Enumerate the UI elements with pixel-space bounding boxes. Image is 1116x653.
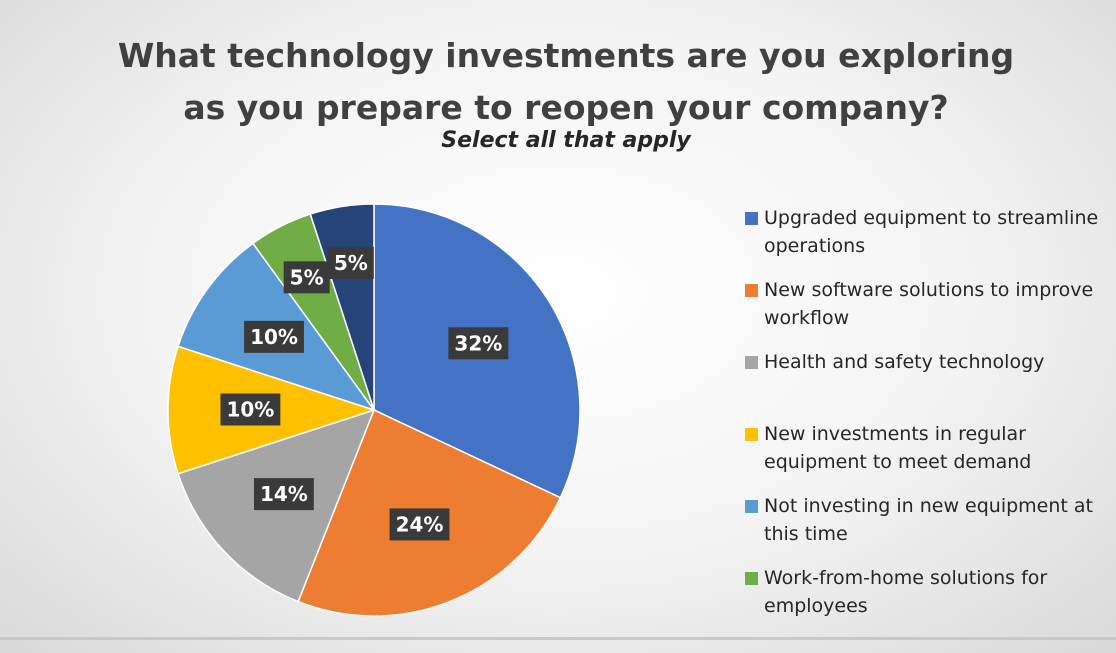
legend-label: Health and safety technology	[764, 351, 1045, 373]
legend-label: Upgraded equipment to streamline operati…	[764, 207, 1099, 257]
legend-swatch	[745, 356, 758, 369]
data-label: 10%	[220, 393, 281, 426]
legend-swatch	[745, 500, 758, 513]
legend-label: Work-from-home solutions for employees	[764, 567, 1048, 617]
data-label: 32%	[448, 327, 509, 360]
data-label-text: 5%	[290, 265, 324, 289]
data-label: 5%	[327, 247, 374, 280]
data-label-text: 14%	[260, 482, 308, 506]
data-label-text: 32%	[454, 331, 502, 355]
legend-item: Not investing in new equipment at this t…	[745, 492, 1105, 548]
data-label: 24%	[389, 508, 450, 541]
legend: Upgraded equipment to streamline operati…	[745, 204, 1105, 620]
legend-item: Upgraded equipment to streamline operati…	[745, 204, 1105, 260]
data-label-box	[327, 247, 374, 280]
data-label-text: 5%	[334, 251, 368, 275]
data-label-box	[283, 261, 330, 294]
data-label-box	[448, 327, 509, 360]
data-label: 10%	[244, 320, 304, 353]
legend-item: New investments in regular equipment to …	[745, 420, 1105, 476]
legend-swatch	[745, 572, 758, 585]
data-label-box	[220, 393, 281, 426]
data-label-text: 10%	[226, 398, 274, 422]
legend-swatch	[745, 428, 758, 441]
data-label-box	[253, 478, 314, 511]
data-label: 14%	[253, 478, 314, 511]
legend-item: Health and safety technology	[745, 348, 1105, 404]
chart-title: What technology investments are you expl…	[117, 36, 1015, 127]
legend-item: New software solutions to improve workfl…	[745, 276, 1105, 332]
legend-label: New software solutions to improve workfl…	[764, 279, 1094, 329]
legend-label: Not investing in new equipment at this t…	[764, 495, 1093, 545]
legend-label: New investments in regular equipment to …	[764, 423, 1032, 473]
legend-item: Work-from-home solutions for employees	[745, 564, 1105, 620]
data-label-text: 10%	[250, 325, 298, 349]
data-label: 5%	[283, 261, 330, 294]
legend-swatch	[745, 284, 758, 297]
chart-subtitle: Select all that apply	[441, 128, 691, 153]
data-label-box	[389, 508, 450, 541]
data-label-box	[244, 320, 304, 353]
legend-swatch	[745, 212, 758, 225]
data-label-text: 24%	[396, 512, 444, 536]
